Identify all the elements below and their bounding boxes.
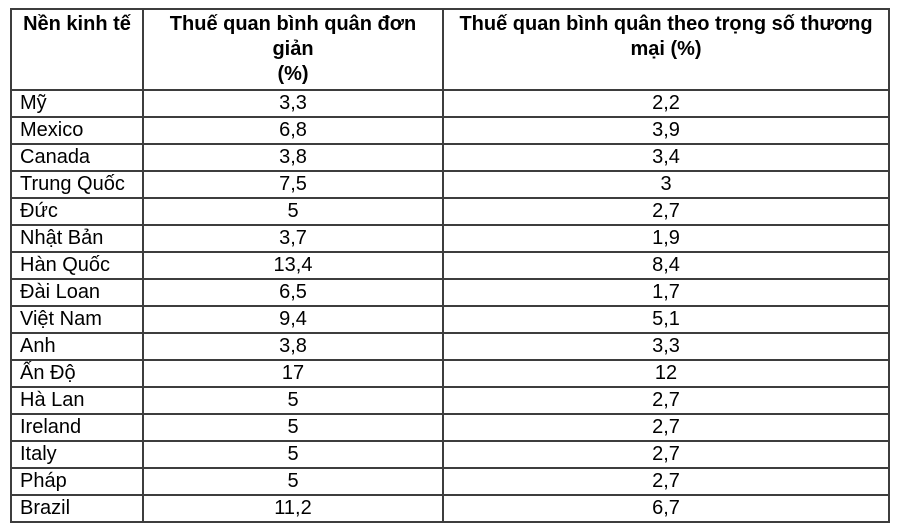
economy-cell: Pháp: [10, 467, 144, 496]
economy-cell: Brazil: [10, 494, 144, 523]
economy-cell: Hàn Quốc: [10, 251, 144, 280]
table-body: Mỹ 3,3 2,2 Mexico 6,8 3,9 Canada 3,8 3,4 Trung Qu…: [10, 89, 890, 523]
economy-cell: Canada: [10, 143, 144, 172]
weighted-avg-cell: 3: [442, 170, 890, 199]
weighted-avg-cell: 1,7: [442, 278, 890, 307]
table-row: Pháp 5 2,7: [10, 467, 890, 496]
table-row: Hàn Quốc 13,4 8,4: [10, 251, 890, 280]
simple-avg-cell: 11,2: [142, 494, 444, 523]
simple-avg-cell: 6,8: [142, 116, 444, 145]
simple-avg-cell: 5: [142, 467, 444, 496]
simple-avg-cell: 5: [142, 386, 444, 415]
tariff-table: Nền kinh tế Thuế quan bình quân đơn giản…: [10, 8, 890, 523]
table-row: Mexico 6,8 3,9: [10, 116, 890, 145]
weighted-avg-cell: 3,4: [442, 143, 890, 172]
weighted-avg-cell: 3,3: [442, 332, 890, 361]
header-row: Nền kinh tế Thuế quan bình quân đơn giản…: [10, 8, 890, 91]
table-row: Hà Lan 5 2,7: [10, 386, 890, 415]
col-header-simple-average-tariff: Thuế quan bình quân đơn giản (%): [142, 8, 444, 91]
simple-avg-cell: 3,8: [142, 332, 444, 361]
simple-avg-cell: 5: [142, 197, 444, 226]
weighted-avg-cell: 2,7: [442, 467, 890, 496]
weighted-avg-cell: 2,7: [442, 197, 890, 226]
table-row: Ấn Độ 17 12: [10, 359, 890, 388]
simple-avg-cell: 3,7: [142, 224, 444, 253]
simple-avg-cell: 9,4: [142, 305, 444, 334]
simple-avg-cell: 5: [142, 440, 444, 469]
economy-cell: Việt Nam: [10, 305, 144, 334]
weighted-avg-cell: 5,1: [442, 305, 890, 334]
weighted-avg-cell: 1,9: [442, 224, 890, 253]
economy-cell: Đài Loan: [10, 278, 144, 307]
economy-cell: Nhật Bản: [10, 224, 144, 253]
weighted-avg-cell: 6,7: [442, 494, 890, 523]
weighted-avg-cell: 2,7: [442, 440, 890, 469]
table-row: Việt Nam 9,4 5,1: [10, 305, 890, 334]
weighted-avg-cell: 8,4: [442, 251, 890, 280]
weighted-avg-cell: 2,7: [442, 386, 890, 415]
economy-cell: Hà Lan: [10, 386, 144, 415]
economy-cell: Mỹ: [10, 89, 144, 118]
table-row: Brazil 11,2 6,7: [10, 494, 890, 523]
table-row: Mỹ 3,3 2,2: [10, 89, 890, 118]
table-row: Trung Quốc 7,5 3: [10, 170, 890, 199]
weighted-avg-cell: 3,9: [442, 116, 890, 145]
economy-cell: Anh: [10, 332, 144, 361]
col-header-trade-weighted-tariff: Thuế quan bình quân theo trọng số thương…: [442, 8, 890, 91]
table-header: Nền kinh tế Thuế quan bình quân đơn giản…: [10, 8, 890, 91]
tariff-table-container: Nền kinh tế Thuế quan bình quân đơn giản…: [10, 8, 890, 523]
economy-cell: Ireland: [10, 413, 144, 442]
table-row: Canada 3,8 3,4: [10, 143, 890, 172]
table-row: Đài Loan 6,5 1,7: [10, 278, 890, 307]
simple-avg-cell: 17: [142, 359, 444, 388]
economy-cell: Mexico: [10, 116, 144, 145]
weighted-avg-cell: 2,2: [442, 89, 890, 118]
simple-avg-cell: 13,4: [142, 251, 444, 280]
table-row: Italy 5 2,7: [10, 440, 890, 469]
simple-avg-cell: 3,3: [142, 89, 444, 118]
economy-cell: Trung Quốc: [10, 170, 144, 199]
table-row: Anh 3,8 3,3: [10, 332, 890, 361]
table-row: Nhật Bản 3,7 1,9: [10, 224, 890, 253]
table-row: Ireland 5 2,7: [10, 413, 890, 442]
economy-cell: Đức: [10, 197, 144, 226]
economy-cell: Ấn Độ: [10, 359, 144, 388]
col-header-economy: Nền kinh tế: [10, 8, 144, 91]
simple-avg-cell: 7,5: [142, 170, 444, 199]
simple-avg-cell: 5: [142, 413, 444, 442]
table-row: Đức 5 2,7: [10, 197, 890, 226]
economy-cell: Italy: [10, 440, 144, 469]
simple-avg-cell: 6,5: [142, 278, 444, 307]
simple-avg-cell: 3,8: [142, 143, 444, 172]
weighted-avg-cell: 2,7: [442, 413, 890, 442]
weighted-avg-cell: 12: [442, 359, 890, 388]
